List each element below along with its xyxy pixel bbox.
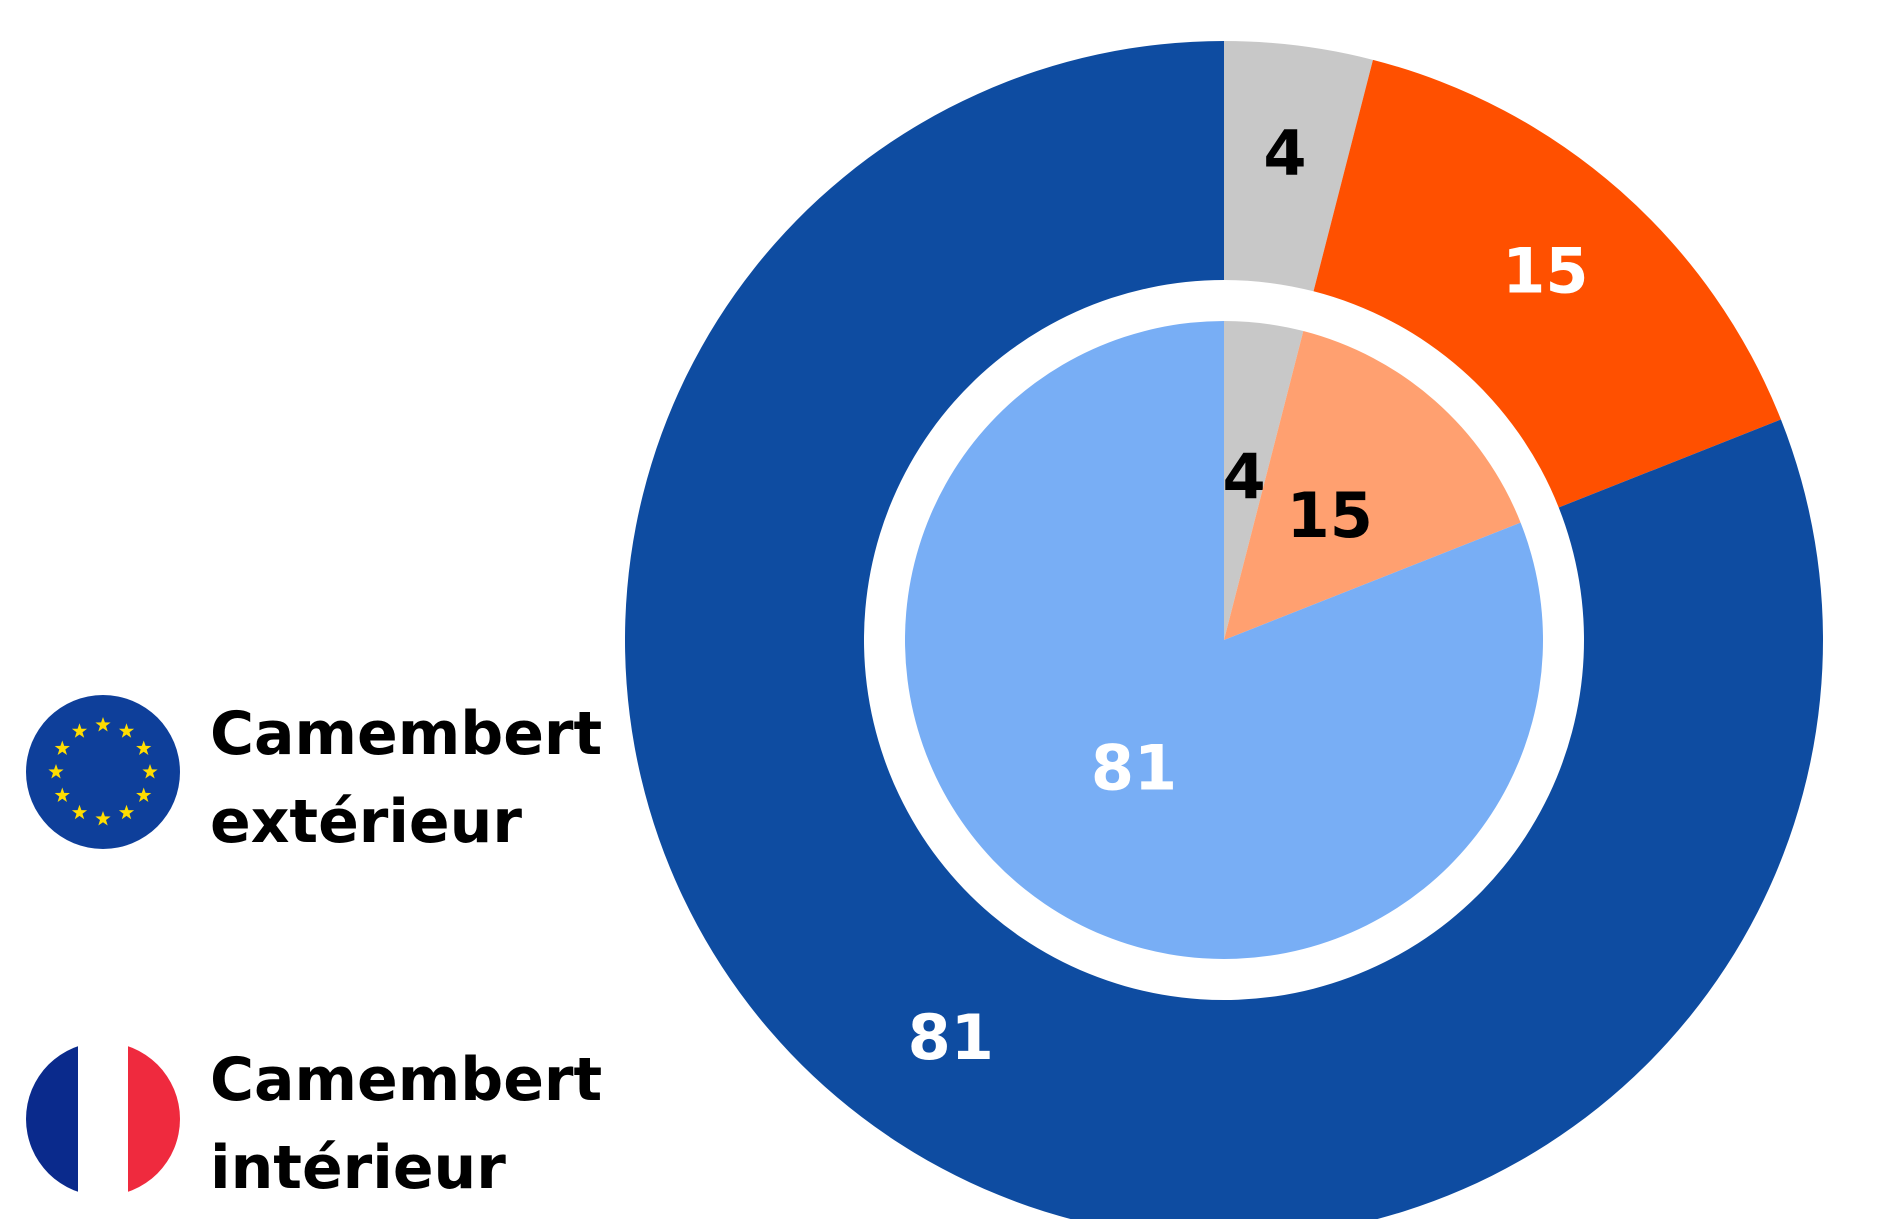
star xyxy=(118,723,135,738)
pie-slice xyxy=(625,41,1823,1219)
star xyxy=(54,787,70,802)
pie-slice xyxy=(1224,331,1521,640)
star xyxy=(136,740,152,755)
fr-flag-icon xyxy=(26,1042,180,1196)
data-label: 81 xyxy=(1091,731,1177,804)
star xyxy=(54,740,70,755)
star xyxy=(71,804,88,820)
star xyxy=(136,787,152,802)
star xyxy=(118,804,135,820)
pie-slice xyxy=(1313,59,1781,508)
star xyxy=(95,717,111,732)
data-label: 4 xyxy=(1222,440,1265,513)
eu-flag-icon xyxy=(26,695,180,849)
star xyxy=(71,723,88,738)
legend-entry: Camembert extérieur xyxy=(210,699,603,857)
data-label: 15 xyxy=(1287,479,1373,552)
star xyxy=(142,764,158,779)
pie-slice xyxy=(905,320,1544,959)
data-label: 15 xyxy=(1502,235,1588,308)
pie-slice xyxy=(1224,41,1373,292)
legend-entry: Camembert intérieur xyxy=(210,1045,603,1203)
star xyxy=(95,811,111,826)
data-label: 4 xyxy=(1263,117,1306,190)
star xyxy=(48,764,64,779)
pie-slice xyxy=(1224,321,1304,640)
data-label: 81 xyxy=(908,1001,994,1074)
